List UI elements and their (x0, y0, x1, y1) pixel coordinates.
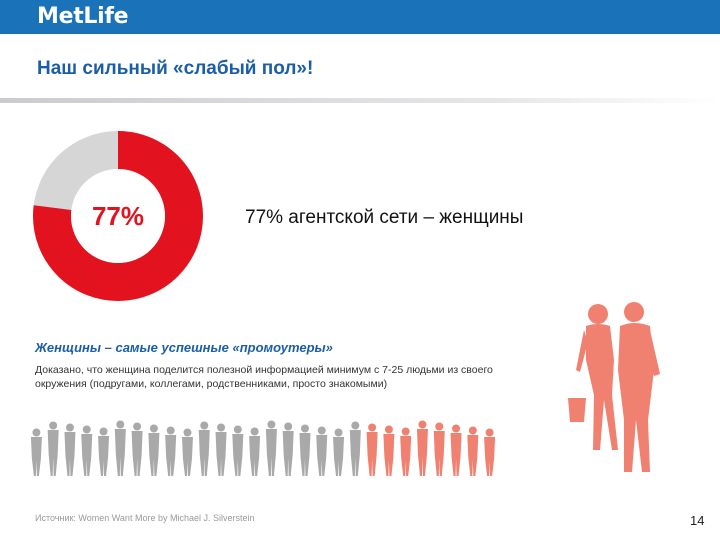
crowd-person-orange (366, 423, 378, 476)
header-bar: MetLife (0, 0, 720, 34)
stat-text: 77% агентской сети – женщины (245, 207, 524, 228)
crowd-person-gray (333, 428, 345, 476)
slide-title: Наш сильный «слабый пол»! (37, 58, 314, 79)
crowd-person-gray (349, 421, 361, 476)
crowd-person-orange (383, 425, 395, 476)
body-text: Доказано, что женщина поделится полезной… (35, 364, 493, 390)
donut-chart: 77% (33, 131, 203, 301)
section-subheading: Женщины – самые успешные «промоутеры» (35, 340, 333, 355)
couple-silhouette (568, 302, 660, 472)
crowd-person-gray (114, 420, 126, 476)
crowd-person-gray (165, 426, 177, 476)
crowd-person-gray (81, 425, 93, 476)
crowd-person-gray (215, 423, 227, 476)
crowd-person-gray (198, 421, 210, 476)
donut-label: 77% (92, 201, 144, 231)
crowd-person-gray (148, 424, 160, 476)
crowd-person-orange (433, 422, 445, 476)
crowd-person-gray (47, 421, 59, 476)
woman-head (588, 304, 608, 324)
woman-figure (586, 324, 618, 450)
crowd-person-orange (450, 424, 462, 476)
donut-value-arc (33, 131, 203, 301)
crowd-person-gray (249, 427, 261, 476)
crowd-person-gray (98, 427, 110, 476)
crowd-person-gray (299, 424, 311, 476)
crowd-person-gray (64, 423, 76, 476)
handbag (568, 398, 586, 422)
crowd-person-gray (265, 420, 277, 476)
crowd-person-orange (467, 426, 479, 476)
crowd-person-gray (131, 422, 143, 476)
metlife-logo: MetLife (37, 4, 129, 29)
crowd-person-gray (30, 428, 42, 476)
crowd-person-gray (181, 428, 193, 476)
donut-hole (71, 169, 165, 263)
man-head (624, 302, 644, 322)
crowd-person-orange (416, 420, 428, 476)
crowd-person-orange (400, 427, 412, 476)
crowd-illustration (30, 420, 496, 476)
page-number: 14 (690, 513, 705, 528)
man-figure (618, 323, 654, 472)
crowd-person-orange (484, 428, 496, 476)
crowd-person-gray (232, 425, 244, 476)
crowd-person-gray (316, 426, 328, 476)
source-note: Источник: Women Want More by Michael J. … (35, 513, 255, 523)
title-divider (0, 98, 720, 103)
crowd-person-gray (282, 422, 294, 476)
